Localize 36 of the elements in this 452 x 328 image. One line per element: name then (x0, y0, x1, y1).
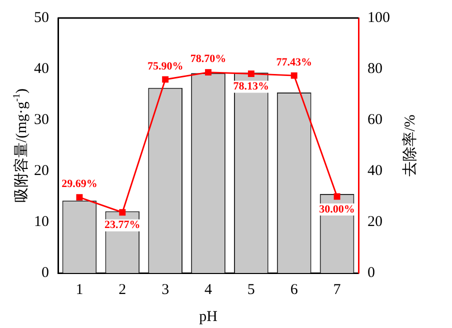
data-label: 75.90% (147, 60, 184, 72)
data-label: 30.00% (319, 203, 355, 216)
data-label: 78.70% (190, 53, 226, 66)
y-tick-label: 0 (42, 264, 49, 281)
y-tick-label: 30 (34, 112, 49, 128)
x-tick-label: 4 (204, 282, 212, 298)
point (290, 72, 298, 79)
y2-tick-label: 80 (368, 60, 382, 77)
y-tick-label: 20 (34, 162, 49, 179)
data-label: 23.77% (104, 219, 140, 232)
data-label: 77.43% (276, 56, 312, 68)
data-label: 29.69% (62, 178, 98, 190)
y2-axis-title: 去除率/% (401, 114, 418, 176)
x-tick-label: 3 (162, 282, 170, 298)
point (76, 194, 83, 201)
point (334, 193, 340, 200)
y2-tick-label: 20 (368, 214, 382, 230)
data-label: 78.13% (233, 80, 270, 93)
y-tick-label: 50 (34, 10, 49, 26)
y-tick-label: 10 (34, 214, 49, 230)
y2-tick-label: 0 (368, 264, 375, 281)
y2-tick-label: 40 (368, 162, 382, 179)
point (119, 209, 126, 216)
y2-tick-label: 60 (368, 112, 382, 128)
x-tick-label: 2 (118, 282, 126, 298)
y-tick-label: 40 (34, 60, 49, 77)
point (162, 76, 169, 83)
x-tick-label: 7 (333, 282, 342, 298)
x-tick-label: 1 (76, 282, 84, 298)
point (248, 70, 254, 77)
y2-tick-label: 100 (368, 10, 390, 26)
x-tick-label: 6 (290, 282, 298, 298)
x-axis-title: pH (199, 308, 218, 325)
y-axis-title: 吸附容量/(mg·g-1) (11, 88, 30, 202)
x-tick-label: 5 (247, 282, 255, 298)
point (205, 69, 212, 76)
